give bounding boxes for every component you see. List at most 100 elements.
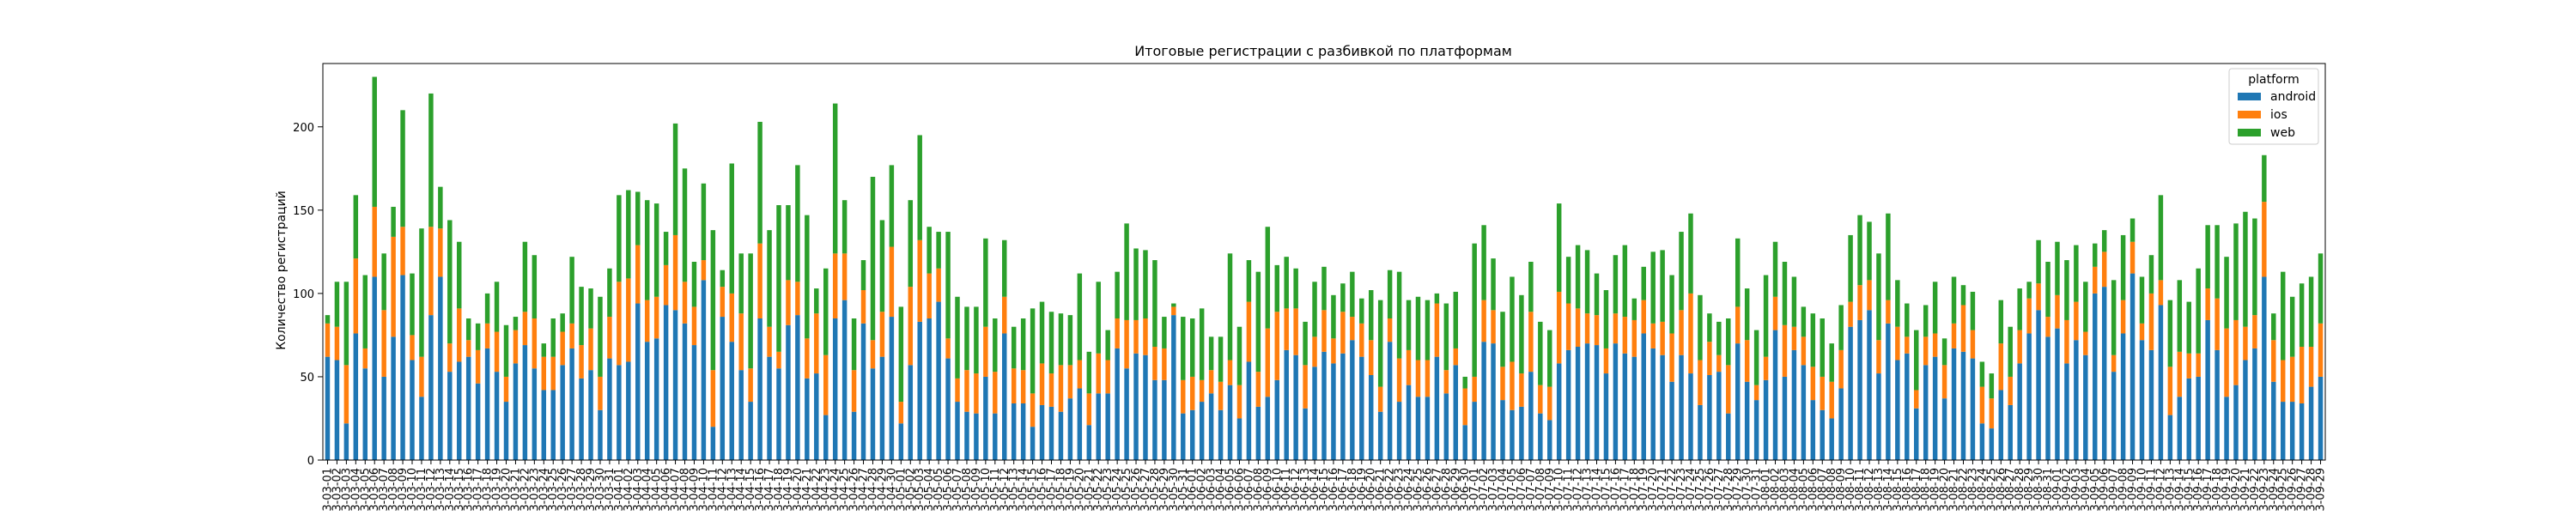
bar-web <box>1443 303 1449 371</box>
bar-web <box>1914 330 1919 391</box>
bar-web <box>1462 376 1467 389</box>
bar-ios <box>2083 331 2088 355</box>
bar-ios <box>2055 294 2060 329</box>
bar-android <box>1105 393 1110 460</box>
bar-android <box>767 356 772 460</box>
bar-ios <box>550 356 556 391</box>
bar-android <box>974 413 979 460</box>
bar-android <box>1941 398 1947 460</box>
bar-android <box>1876 373 1881 460</box>
bar-android <box>1820 409 1825 460</box>
bar-web <box>1048 312 1054 374</box>
bar-ios <box>1143 318 1148 355</box>
x-tick-label: 3-08-27 <box>2004 468 2017 512</box>
bar-ios <box>1979 386 1985 424</box>
bar-ios <box>1679 310 1684 355</box>
x-tick-label: 3-06-20 <box>1365 468 1378 512</box>
bar-web <box>2036 239 2041 284</box>
x-tick-label: 3-04-07 <box>670 468 683 512</box>
x-tick-label: 3-08-22 <box>1957 468 1970 512</box>
bar-android <box>550 390 556 460</box>
bar-android <box>1735 343 1741 460</box>
bar-web <box>1115 271 1120 318</box>
bar-web <box>1886 213 1891 300</box>
bar-web <box>2196 268 2201 354</box>
bar-android <box>1481 342 1486 460</box>
x-tick-label: 3-03-09 <box>397 468 410 512</box>
bar-web <box>2167 300 2173 367</box>
bar-ios <box>2093 266 2098 294</box>
bar-ios <box>1641 300 1646 334</box>
bar-android <box>927 318 932 460</box>
bar-android <box>1377 411 1383 460</box>
bar-ios <box>1020 370 1026 403</box>
bar-android <box>1867 310 1872 460</box>
bar-ios <box>870 340 876 369</box>
bar-android <box>1236 418 1242 460</box>
bar-android <box>1857 319 1862 460</box>
bar-ios <box>1227 360 1233 385</box>
bar-ios <box>1067 365 1073 399</box>
bar-web <box>484 293 490 324</box>
x-tick-label: 3-06-03 <box>1206 468 1218 512</box>
bar-web <box>1011 326 1017 369</box>
legend-label-android: android <box>2270 90 2316 104</box>
bar-android <box>983 376 988 460</box>
bar-android <box>598 409 603 460</box>
bar-ios <box>428 227 434 316</box>
bar-android <box>1189 409 1195 460</box>
bar-android <box>644 342 650 460</box>
bar-android <box>795 315 800 460</box>
bar-android <box>325 356 331 460</box>
bar-web <box>2233 223 2239 320</box>
bar-web <box>438 186 443 229</box>
x-tick-label: 3-06-16 <box>1327 468 1340 512</box>
x-tick-label: 3-04-14 <box>735 468 748 512</box>
bar-web <box>832 103 838 254</box>
bar-android <box>1556 363 1562 460</box>
bar-android <box>1491 343 1496 460</box>
bar-android <box>2064 363 2069 460</box>
bar-android <box>1274 379 1279 460</box>
bar-web <box>1434 293 1440 304</box>
bar-android <box>1143 354 1148 460</box>
bar-android <box>701 280 707 460</box>
bar-android <box>1434 356 1440 460</box>
bar-web <box>1020 318 1026 371</box>
x-tick-label: 3-09-25 <box>2277 468 2290 512</box>
bar-android <box>1115 348 1120 460</box>
bar-android <box>1838 388 1844 460</box>
bar-android <box>945 358 951 460</box>
bar-android <box>1970 358 1976 460</box>
bar-web <box>748 253 753 369</box>
x-tick-label: 3-03-10 <box>406 468 419 512</box>
x-tick-label: 3-08-11 <box>1854 468 1867 512</box>
x-tick-label: 3-07-08 <box>1534 468 1547 512</box>
bar-ios <box>410 335 415 360</box>
bar-android <box>1622 353 1628 460</box>
bar-ios <box>1838 349 1844 389</box>
x-tick-label: 3-09-07 <box>2108 468 2121 512</box>
bar-ios <box>1011 368 1017 403</box>
x-tick-label: 3-07-21 <box>1656 468 1669 512</box>
bar-ios <box>1331 338 1336 364</box>
bar-web <box>908 200 914 288</box>
bar-android <box>2289 402 2295 460</box>
bar-web <box>1679 232 1684 311</box>
bar-ios <box>1415 360 1421 397</box>
x-tick-label: 3-09-04 <box>2080 468 2093 512</box>
bar-web <box>560 313 565 332</box>
x-tick-label: 3-06-14 <box>1309 468 1321 512</box>
bar-ios <box>1048 373 1054 407</box>
bar-android <box>607 358 612 460</box>
bar-ios <box>635 245 641 304</box>
bar-web <box>325 315 331 324</box>
bar-web <box>776 205 781 352</box>
bar-ios <box>579 345 584 379</box>
bar-web <box>1406 300 1412 350</box>
bar-web <box>2318 253 2324 324</box>
x-tick-label: 3-09-14 <box>2173 468 2186 512</box>
bar-web <box>1002 239 1007 297</box>
bar-android <box>1415 397 1421 460</box>
